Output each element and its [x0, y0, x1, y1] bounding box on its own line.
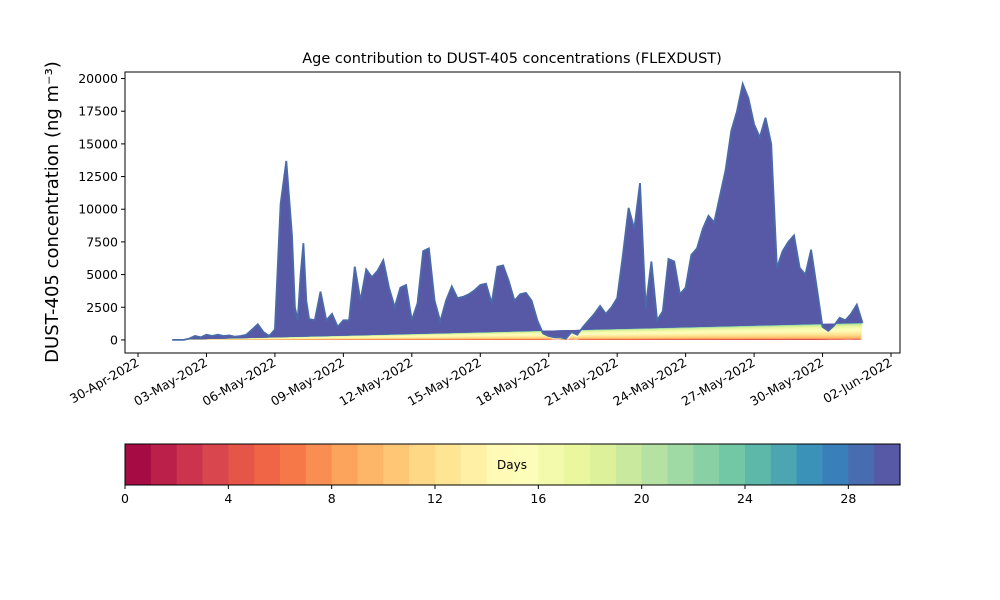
- colorbar-bin: [125, 444, 152, 485]
- y-tick-label: 20000: [78, 71, 118, 86]
- x-axis: 30-Apr-202203-May-202206-May-202209-May-…: [67, 353, 895, 409]
- x-tick-label: 30-May-2022: [747, 355, 826, 409]
- colorbar-bin: [512, 444, 539, 485]
- colorbar-bin: [719, 444, 746, 485]
- colorbar-bin: [770, 444, 798, 485]
- x-tick-label: 12-May-2022: [336, 355, 415, 409]
- colorbar-bin: [848, 444, 875, 485]
- x-tick-label: 27-May-2022: [679, 355, 758, 409]
- colorbar-bin: [202, 444, 229, 485]
- x-tick-label: 18-May-2022: [473, 355, 552, 409]
- colorbar-bin: [745, 444, 772, 485]
- chart-title: Age contribution to DUST-405 concentrati…: [302, 51, 722, 67]
- colorbar-bin: [435, 444, 462, 485]
- x-tick-label: 15-May-2022: [405, 355, 484, 409]
- y-tick-label: 10000: [78, 202, 118, 217]
- colorbar-bin: [538, 444, 565, 485]
- colorbar-bin: [460, 444, 488, 485]
- colorbar-bin: [383, 444, 410, 485]
- x-tick-label: 03-May-2022: [131, 355, 210, 409]
- y-tick-label: 7500: [86, 234, 118, 249]
- colorbar-bin: [409, 444, 436, 485]
- colorbar-bin: [641, 444, 669, 485]
- colorbar-bin: [564, 444, 591, 485]
- y-tick-label: 2500: [86, 300, 118, 315]
- y-axis-label: DUST-405 concentration (ng m⁻³): [42, 61, 63, 363]
- colorbar-tick-label: 28: [840, 491, 856, 506]
- colorbar-bin: [693, 444, 720, 485]
- colorbar-tick-label: 24: [737, 491, 753, 506]
- colorbar-tick-label: 20: [634, 491, 650, 506]
- colorbar-bin: [254, 444, 281, 485]
- colorbar-bin: [874, 444, 901, 485]
- colorbar-bin: [615, 444, 643, 485]
- y-axis: 0 2500 5000 7500 10000 12500 15000 17500 20000: [78, 71, 125, 347]
- x-tick-label: 06-May-2022: [200, 355, 279, 409]
- colorbar: [125, 444, 901, 485]
- colorbar-frame: [124, 443, 901, 486]
- colorbar-bin: [486, 444, 514, 485]
- colorbar-tick-label: 0: [121, 491, 129, 506]
- colorbar-bin: [305, 444, 333, 485]
- total-concentration-line: [172, 80, 864, 341]
- x-tick-label: 02-Jun-2022: [820, 355, 894, 406]
- y-tick-label: 0: [110, 332, 118, 347]
- age-band-29: [172, 83, 863, 340]
- colorbar-bin: [150, 444, 178, 485]
- age-contribution-bands: [172, 83, 863, 340]
- colorbar-tick-label: 12: [427, 491, 443, 506]
- colorbar-bin: [331, 444, 359, 485]
- colorbar-label: Days: [497, 458, 527, 472]
- colorbar-tick-label: 16: [530, 491, 546, 506]
- x-tick-label: 09-May-2022: [268, 355, 347, 409]
- y-tick-label: 17500: [78, 104, 118, 119]
- colorbar-bin: [176, 444, 204, 485]
- y-tick-label: 15000: [78, 136, 118, 151]
- y-tick-label: 12500: [78, 169, 118, 184]
- colorbar-bin: [796, 444, 824, 485]
- y-tick-label: 5000: [86, 267, 118, 282]
- colorbar-bin: [280, 444, 307, 485]
- x-tick-label: 24-May-2022: [610, 355, 689, 409]
- colorbar-tick-label: 4: [224, 491, 232, 506]
- colorbar-bin: [590, 444, 617, 485]
- colorbar-axis: 0 4 8 12 16 20 24 28: [121, 485, 856, 506]
- colorbar-tick-label: 8: [328, 491, 336, 506]
- colorbar-bin: [357, 444, 384, 485]
- colorbar-bin: [822, 444, 849, 485]
- plot-frame: [124, 71, 901, 354]
- x-tick-label: 21-May-2022: [542, 355, 621, 409]
- colorbar-bin: [228, 444, 255, 485]
- x-tick-label: 30-Apr-2022: [67, 355, 141, 407]
- colorbar-bin: [667, 444, 694, 485]
